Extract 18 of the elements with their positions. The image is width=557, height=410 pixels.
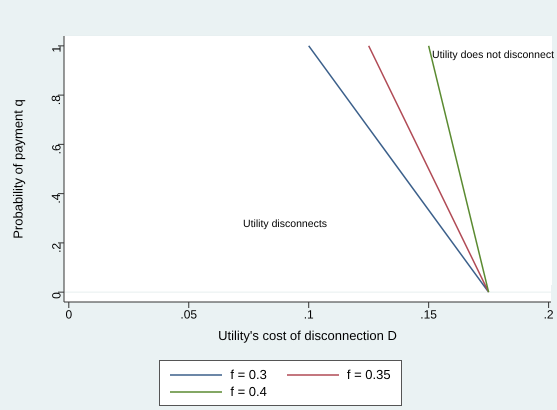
x-tick-label: .1 — [304, 308, 314, 322]
legend-label: f = 0.4 — [230, 384, 267, 399]
x-tick-label: .15 — [420, 308, 438, 322]
y-tick-label: .6 — [49, 144, 64, 154]
y-tick-label: .2 — [49, 242, 64, 253]
x-axis-title: Utility's cost of disconnection D — [218, 328, 397, 343]
y-tick-label: .8 — [49, 94, 64, 106]
x-tick-label: 0 — [65, 308, 72, 322]
annotation: Utility does not disconnect — [432, 49, 554, 61]
x-tick-label: .05 — [180, 308, 198, 322]
y-tick-label: 1 — [49, 46, 64, 53]
annotation: Utility disconnects — [243, 218, 328, 230]
y-axis-title: Probability of payment q — [10, 99, 26, 239]
legend-label: f = 0.3 — [230, 367, 267, 382]
legend-label: f = 0.35 — [346, 367, 391, 382]
x-tick-label: .2 — [544, 308, 554, 322]
y-tick-label: 0 — [49, 292, 64, 299]
y-tick-label: .4 — [49, 193, 64, 204]
